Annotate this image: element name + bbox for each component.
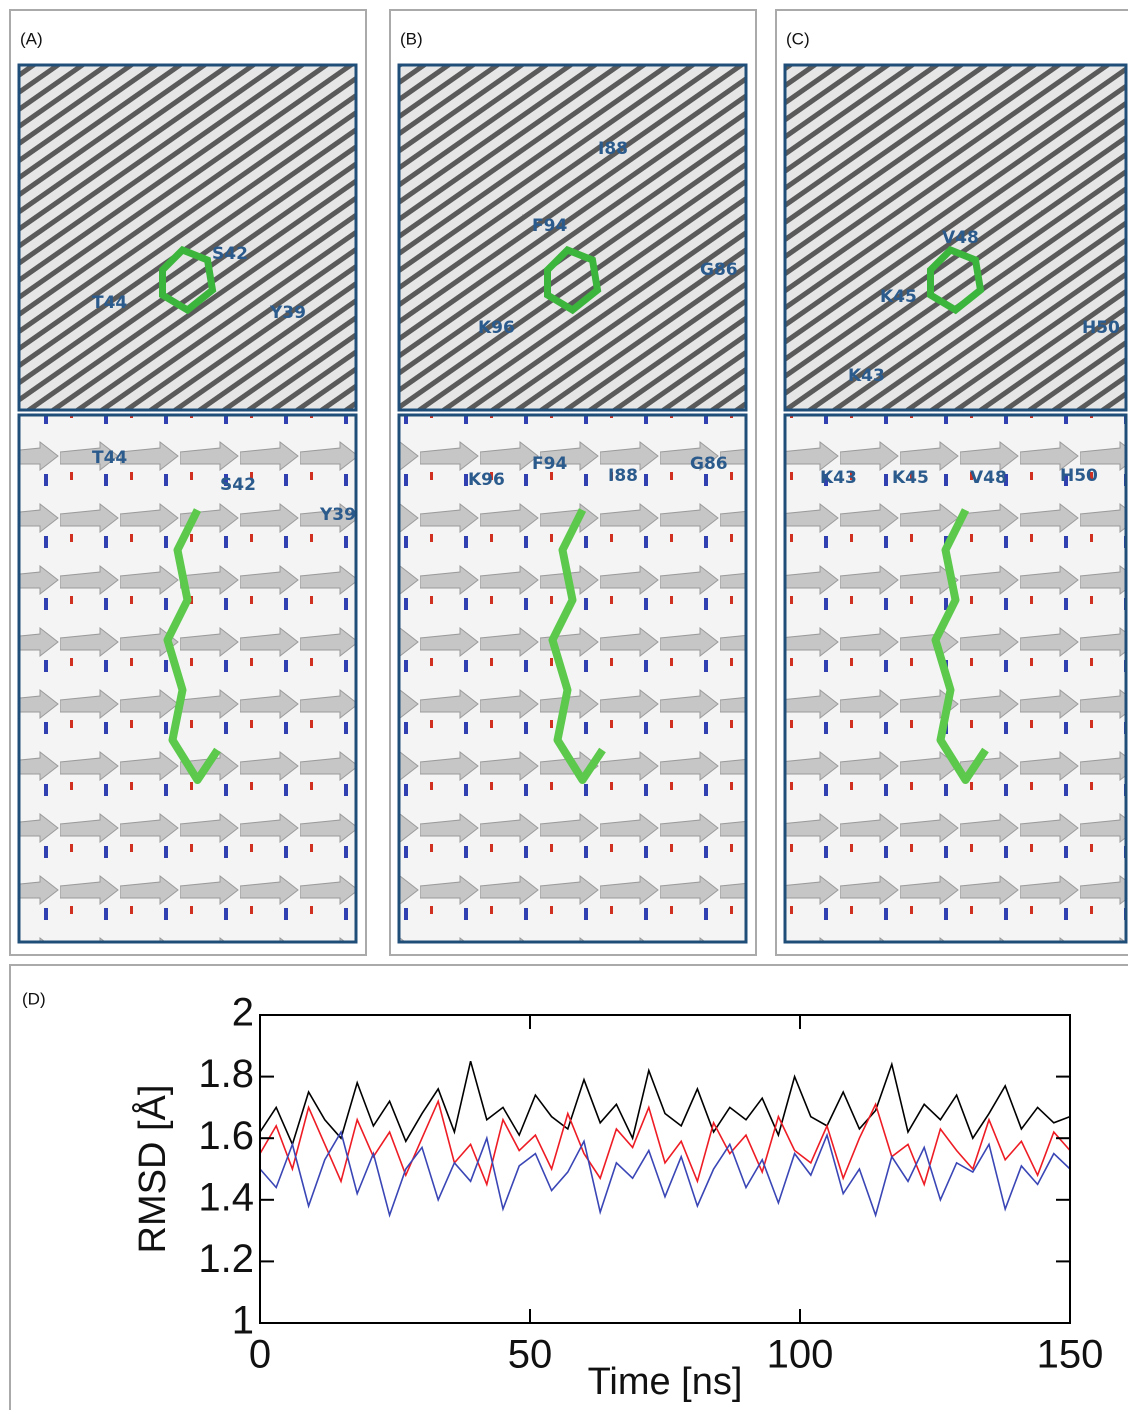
- residue-label: V48: [970, 468, 1007, 488]
- structure-bottom-image: [785, 415, 1126, 942]
- y-tick-label: 1.2: [198, 1237, 254, 1281]
- residue-label: T44: [92, 448, 127, 468]
- residue-label: T44: [92, 293, 127, 313]
- x-tick-label: 150: [1037, 1333, 1104, 1377]
- panel-label: (D): [22, 989, 46, 1008]
- panel-label: (B): [400, 29, 423, 48]
- residue-label: K96: [478, 318, 515, 338]
- y-axis-label: RMSD [Å]: [130, 1085, 174, 1254]
- y-tick-label: 1.4: [198, 1175, 254, 1219]
- y-tick-label: 2: [232, 991, 254, 1035]
- y-tick-label: 1.6: [198, 1114, 254, 1158]
- residue-label: G86: [690, 454, 728, 474]
- x-tick-label: 50: [508, 1333, 553, 1377]
- panel-label: (C): [786, 29, 810, 48]
- residue-label: H50: [1060, 466, 1098, 486]
- residue-label: G86: [700, 260, 738, 280]
- structure-top-image: [19, 65, 356, 410]
- residue-label: I88: [608, 466, 638, 486]
- y-tick-label: 1.8: [198, 1052, 254, 1096]
- plot-background: [260, 1015, 1070, 1323]
- residue-label: H50: [1082, 318, 1120, 338]
- residue-label: K43: [848, 366, 885, 386]
- x-tick-label: 100: [767, 1333, 834, 1377]
- residue-label: V48: [942, 228, 979, 248]
- residue-label: I88: [598, 139, 628, 159]
- residue-label: K45: [880, 287, 917, 307]
- residue-label: S42: [220, 475, 256, 495]
- x-tick-label: 0: [249, 1333, 271, 1377]
- figure: (A) T44 S42 Y39 T44 S42 Y39 (B) I88 F94 G86 K96 K96 F…: [0, 0, 1128, 1410]
- panel-label: (A): [20, 29, 43, 48]
- page: {"panels": [ {"label": "(A)", "top_resid…: [0, 0, 1128, 1410]
- structure-bottom-image: [19, 415, 356, 942]
- structure-bottom-image: [399, 415, 746, 942]
- residue-label: Y39: [269, 303, 306, 323]
- structure-top-image: [399, 65, 746, 410]
- residue-label: K45: [892, 468, 929, 488]
- residue-label: K96: [468, 470, 505, 490]
- residue-label: Y39: [319, 505, 356, 525]
- plot-area: [260, 1015, 1070, 1323]
- x-axis-label: Time [ns]: [588, 1361, 743, 1403]
- residue-label: F94: [532, 454, 567, 474]
- residue-label: S42: [212, 244, 248, 264]
- residue-label: K43: [820, 468, 857, 488]
- residue-label: F94: [532, 216, 567, 236]
